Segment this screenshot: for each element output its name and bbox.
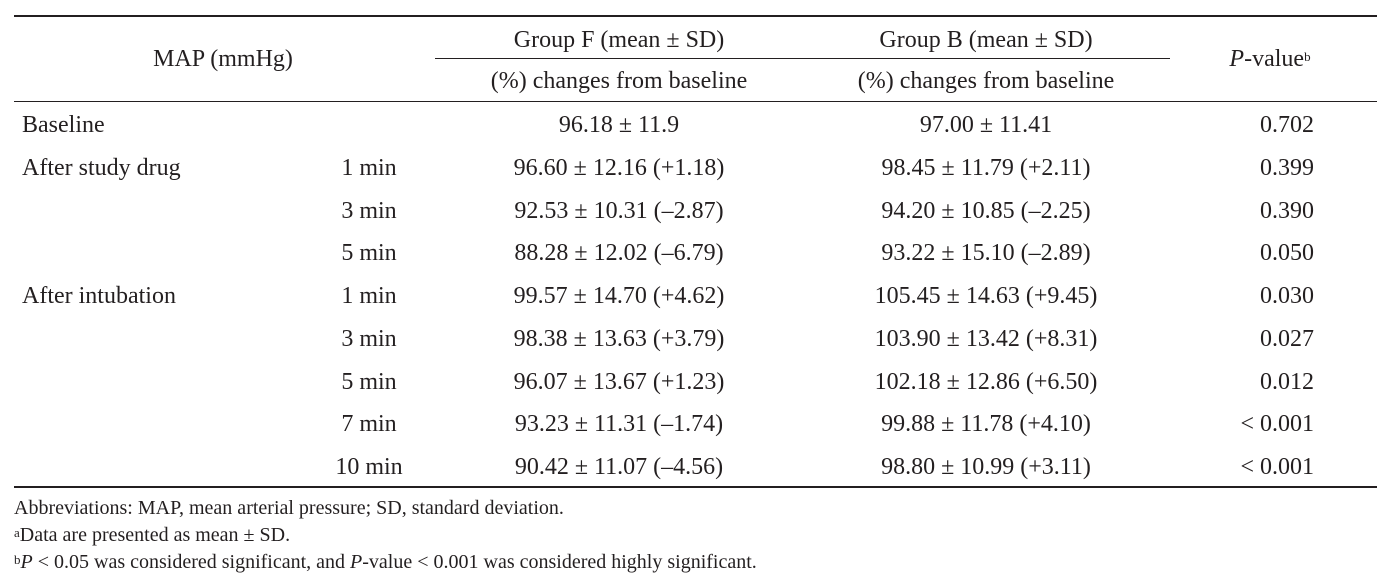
row-time: 1 min — [341, 283, 397, 309]
header-changes-f: (%) changes from baseline — [490, 68, 748, 94]
row-group-f-value: 90.42 ± 11.07 (–4.56) — [514, 454, 724, 480]
row-group-b-value: 94.20 ± 10.85 (–2.25) — [881, 198, 1091, 224]
top-rule — [14, 15, 1377, 17]
row-pvalue: 0.399 — [1260, 155, 1314, 181]
footnote-b: bP < 0.05 was considered significant, an… — [14, 550, 757, 574]
row-group-b-value: 93.22 ± 15.10 (–2.89) — [881, 240, 1091, 266]
header-pvalue-sup: b — [1304, 49, 1311, 64]
row-group-f-value: 88.28 ± 12.02 (–6.79) — [514, 240, 724, 266]
group-subheader-rule — [435, 58, 1170, 59]
row-time: 3 min — [341, 198, 397, 224]
row-group-b-value: 103.90 ± 13.42 (+8.31) — [874, 326, 1098, 352]
footnote-b-p2: P — [350, 551, 363, 573]
row-group-f-value: 92.53 ± 10.31 (–2.87) — [514, 198, 724, 224]
row-group-b-value: 98.45 ± 11.79 (+2.11) — [881, 155, 1091, 181]
row-time: 5 min — [341, 240, 397, 266]
header-group-f: Group F (mean ± SD) — [513, 27, 725, 53]
row-pvalue: 0.030 — [1260, 283, 1314, 309]
row-label: Baseline — [22, 112, 105, 138]
footnote-a-mark: a — [14, 525, 20, 540]
footnote-b-text2: -value < 0.001 was considered highly sig… — [362, 551, 757, 573]
header-changes-b: (%) changes from baseline — [857, 68, 1115, 94]
row-group-f-value: 96.07 ± 13.67 (+1.23) — [513, 369, 725, 395]
row-time: 10 min — [335, 454, 403, 480]
row-pvalue: 0.012 — [1260, 369, 1314, 395]
row-group-b-value: 98.80 ± 10.99 (+3.11) — [881, 454, 1091, 480]
row-label: After intubation — [22, 283, 176, 309]
row-time: 1 min — [341, 155, 397, 181]
row-pvalue: < 0.001 — [1240, 411, 1314, 437]
row-group-b-value: 105.45 ± 14.63 (+9.45) — [874, 283, 1098, 309]
footnote-abbreviations: Abbreviations: MAP, mean arterial pressu… — [14, 497, 564, 519]
row-pvalue: 0.050 — [1260, 240, 1314, 266]
footnote-b-mark: b — [14, 552, 21, 567]
header-pvalue-rest: -value — [1244, 46, 1305, 72]
row-group-f-value: 96.18 ± 11.9 — [558, 112, 680, 138]
footnote-a-text: Data are presented as mean ± SD. — [19, 524, 291, 546]
row-group-b-value: 102.18 ± 12.86 (+6.50) — [874, 369, 1098, 395]
row-label: After study drug — [22, 155, 181, 181]
row-time: 5 min — [341, 369, 397, 395]
footnote-a: aData are presented as mean ± SD. — [14, 523, 290, 547]
row-time: 3 min — [341, 326, 397, 352]
row-pvalue: 0.390 — [1260, 198, 1314, 224]
footnote-b-p: P — [20, 551, 33, 573]
row-pvalue: 0.702 — [1260, 112, 1314, 138]
row-group-b-value: 99.88 ± 11.78 (+4.10) — [881, 411, 1091, 437]
header-pvalue-p: P — [1229, 46, 1245, 72]
footnote-b-text1: < 0.05 was considered significant, and — [32, 551, 351, 573]
header-pvalue: P-valueb — [1229, 45, 1310, 73]
row-group-f-value: 99.57 ± 14.70 (+4.62) — [513, 283, 725, 309]
row-time: 7 min — [341, 411, 397, 437]
row-group-f-value: 96.60 ± 12.16 (+1.18) — [513, 155, 725, 181]
header-rule — [14, 101, 1377, 102]
row-group-b-value: 97.00 ± 11.41 — [919, 112, 1053, 138]
header-group-b: Group B (mean ± SD) — [879, 27, 1093, 53]
header-map-label: MAP (mmHg) — [153, 46, 293, 72]
row-pvalue: < 0.001 — [1240, 454, 1314, 480]
row-pvalue: 0.027 — [1260, 326, 1314, 352]
row-group-f-value: 98.38 ± 13.63 (+3.79) — [513, 326, 725, 352]
bottom-rule — [14, 486, 1377, 488]
row-group-f-value: 93.23 ± 11.31 (–1.74) — [514, 411, 724, 437]
